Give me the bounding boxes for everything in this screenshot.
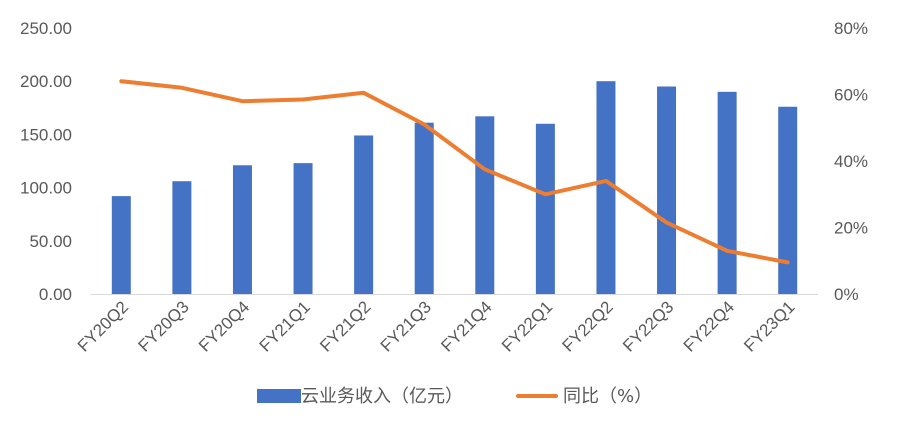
right-tick-label: 40% [834, 152, 868, 171]
bar [657, 86, 677, 295]
x-tick-label: FY21Q2 [316, 297, 374, 355]
left-axis-ticks: 0.00 50.00 100.00 150.00 200.00 250.00 [20, 19, 72, 304]
x-tick-label: FY22Q3 [619, 297, 677, 355]
x-tick-label: FY20Q4 [195, 297, 253, 355]
right-axis-ticks: 0% 20% 40% 60% 80% [834, 19, 868, 304]
legend-bar-label: 云业务收入（亿元） [301, 386, 463, 407]
x-tick-label: FY21Q4 [437, 297, 495, 355]
right-tick-label: 60% [834, 86, 868, 105]
x-tick-label: FY21Q3 [377, 297, 435, 355]
left-tick-label: 50.00 [29, 232, 72, 251]
legend-line-label: 同比（%） [563, 386, 652, 407]
bar [293, 163, 313, 294]
left-tick-label: 250.00 [20, 19, 72, 38]
bar [354, 135, 374, 294]
x-axis-labels: FY20Q2 FY20Q3 FY20Q4 FY21Q1 FY21Q2 FY21Q3 FY21… [74, 297, 799, 355]
bar [172, 181, 192, 294]
left-tick-label: 0.00 [39, 285, 72, 304]
left-tick-label: 150.00 [20, 125, 72, 144]
bar [778, 106, 798, 295]
bar [596, 81, 616, 294]
bar [535, 123, 555, 294]
x-tick-label: FY22Q4 [680, 297, 738, 355]
bar-series [111, 81, 798, 295]
right-tick-label: 0% [834, 285, 859, 304]
right-tick-label: 80% [834, 19, 868, 38]
x-tick-label: FY20Q3 [134, 297, 192, 355]
legend: 云业务收入（亿元） 同比（%） [257, 386, 652, 407]
x-tick-label: FY23Q1 [740, 297, 798, 355]
x-tick-label: FY21Q1 [256, 297, 314, 355]
bar [414, 122, 434, 294]
x-tick-label: FY22Q1 [498, 297, 556, 355]
bar [232, 165, 252, 294]
right-tick-label: 20% [834, 219, 868, 238]
x-tick-label: FY22Q2 [559, 297, 617, 355]
line-series [119, 79, 790, 265]
left-tick-label: 100.00 [20, 179, 72, 198]
left-tick-label: 200.00 [20, 72, 72, 91]
bar [717, 91, 737, 294]
x-tick-label: FY20Q2 [74, 297, 132, 355]
bar [475, 116, 495, 294]
bar [111, 196, 131, 294]
legend-bar-swatch [257, 389, 301, 403]
